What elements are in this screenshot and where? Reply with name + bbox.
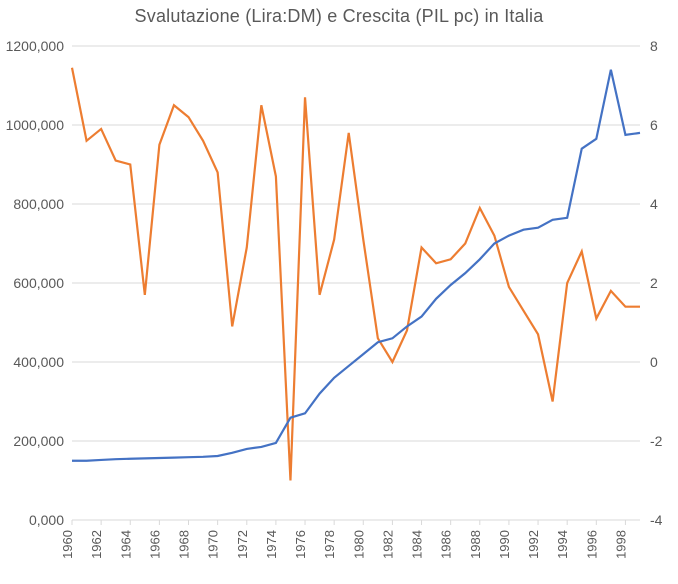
y-right-tick-label: -4 — [650, 512, 663, 528]
x-tick-label: 1976 — [293, 530, 308, 559]
x-tick-label: 1962 — [89, 530, 104, 559]
x-tick-label: 1966 — [147, 530, 162, 559]
x-tick-label: 1960 — [60, 530, 75, 559]
x-tick-label: 1978 — [322, 530, 337, 559]
x-tick-label: 1980 — [351, 530, 366, 559]
x-tick-label: 1988 — [468, 530, 483, 559]
x-tick-label: 1974 — [264, 530, 279, 559]
y-left-tick-label: 200,000 — [13, 433, 64, 449]
x-tick-label: 1994 — [555, 530, 570, 559]
y-left-tick-label: 800,000 — [13, 196, 64, 212]
x-tick-label: 1972 — [235, 530, 250, 559]
y-right-tick-label: 4 — [650, 196, 658, 212]
x-tick-label: 1998 — [613, 530, 628, 559]
line-chart: 0,000 200,000 400,000 600,000 800,000 1000,00… — [0, 0, 678, 584]
y-left-tick-label: 1000,000 — [6, 117, 65, 133]
y-right-tick-label: 2 — [650, 275, 658, 291]
x-tick-label: 1992 — [526, 530, 541, 559]
x-tick-label: 1984 — [410, 530, 425, 559]
x-tick-label: 1982 — [380, 530, 395, 559]
y-right-tick-label: 6 — [650, 117, 658, 133]
series-crescita — [72, 68, 640, 481]
x-tick-label: 1996 — [584, 530, 599, 559]
x-tick-label: 1986 — [439, 530, 454, 559]
y-right-tick-label: -2 — [650, 433, 663, 449]
x-tick-label: 1968 — [177, 530, 192, 559]
x-tick-label: 1990 — [497, 530, 512, 559]
y-right-tick-label: 0 — [650, 354, 658, 370]
y-right-tick-label: 8 — [650, 38, 658, 54]
chart-container: Svalutazione (Lira:DM) e Crescita (PIL p… — [0, 0, 678, 584]
y-left-tick-label: 600,000 — [13, 275, 64, 291]
y-left-tick-label: 1200,000 — [6, 38, 65, 54]
series-pil — [72, 70, 640, 461]
y-left-tick-label: 0,000 — [29, 512, 64, 528]
chart-title: Svalutazione (Lira:DM) e Crescita (PIL p… — [0, 6, 678, 27]
x-tick-label: 1964 — [118, 530, 133, 559]
y-left-tick-label: 400,000 — [13, 354, 64, 370]
x-tick-label: 1970 — [206, 530, 221, 559]
